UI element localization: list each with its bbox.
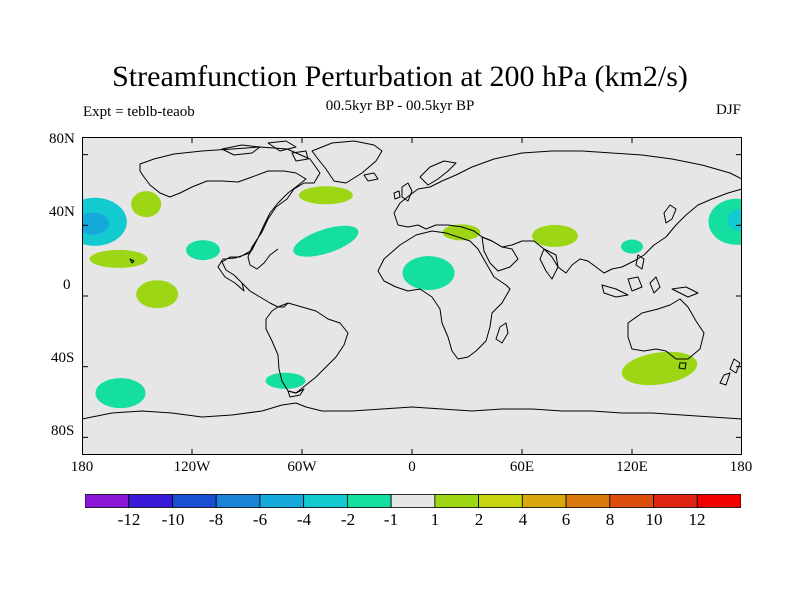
colorbar-label-10: 10 [645, 510, 663, 529]
north-america-coast [139, 146, 321, 292]
lon-tick-120e: 120E [616, 459, 648, 475]
colorbar-box [478, 494, 523, 508]
anomaly-north-pacific-east-low [708, 198, 742, 245]
india-coast [539, 248, 559, 280]
colorbar-label-1: 1 [430, 510, 440, 529]
colorbar-label-8: 8 [605, 510, 615, 529]
lat-tick-40n: 40N [49, 204, 75, 220]
lon-tick-180e: 180 [729, 459, 753, 475]
tierra-del-fuego [287, 388, 305, 398]
anomaly-north-atlantic-high [298, 186, 353, 205]
madagascar [495, 322, 509, 344]
colorbar-label-12: 12 [688, 510, 706, 529]
colorbar-box [653, 494, 698, 508]
greenland-coast [311, 140, 383, 184]
colorbar-box [609, 494, 654, 508]
lat-tick-0: 0 [63, 277, 71, 293]
coastlines [82, 140, 742, 420]
colorbar-label-minus2: -2 [340, 510, 356, 529]
hawaii [129, 258, 135, 264]
lon-tick-60w: 60W [287, 459, 317, 475]
lon-tick-0: 0 [408, 459, 416, 475]
colorbar-box [434, 494, 480, 508]
colorbar-label-minus4: -4 [296, 510, 312, 529]
anomaly-west-africa-low [402, 256, 455, 291]
figure-title: Streamfunction Perturbation at 200 hPa (… [112, 60, 688, 93]
australia-coast [627, 298, 705, 360]
lat-tick-40s: 40S [51, 350, 75, 366]
anomaly-mediterranean-high [442, 224, 481, 241]
lon-tick-120w: 120W [173, 459, 211, 475]
season-label: DJF [715, 102, 741, 118]
tasmania [678, 362, 687, 370]
iceland [363, 172, 379, 182]
colorbar-box [215, 494, 261, 508]
anomaly-south-of-australia-high [621, 351, 698, 386]
british-isles [393, 182, 413, 202]
anomaly-central-asia-high [532, 224, 578, 247]
anomaly-layer [82, 186, 742, 409]
colorbar-label-minus12: -12 [117, 510, 141, 529]
lat-tick-80n: 80N [49, 131, 75, 147]
anomaly-north-pacific-high [131, 191, 162, 218]
world-map [82, 137, 742, 455]
anomaly-southern-ocean-pacific-low [95, 378, 146, 409]
colorbar-box [521, 494, 567, 508]
colorbar-label-minus8: -8 [208, 510, 224, 529]
lat-tick-80s: 80S [51, 423, 75, 439]
anomaly-mexico-low [186, 240, 220, 261]
colorbar-box [172, 494, 217, 508]
anomaly-east-china-low [621, 239, 643, 254]
colorbar-box [565, 494, 611, 508]
colorbar-label-6: 6 [561, 510, 571, 529]
colorbar-box [128, 494, 173, 508]
colorbar-box [259, 494, 305, 508]
colorbar-box [346, 494, 392, 508]
colorbar-box [696, 494, 741, 508]
colorbar-label-minus10: -10 [161, 510, 185, 529]
anomaly-north-pacific-west-core [82, 212, 109, 235]
colorbar [85, 494, 741, 508]
gulf-coast [247, 237, 279, 270]
lon-tick-60e: 60E [509, 459, 535, 475]
africa-coast [377, 230, 511, 360]
colorbar-label-minus6: -6 [252, 510, 268, 529]
canadian-islands [221, 140, 309, 162]
colorbar-label-4: 4 [518, 510, 528, 529]
anomaly-equatorial-pacific-high [136, 280, 179, 309]
south-america-coast [265, 302, 349, 394]
experiment-label: Expt = teblb-teaob [83, 104, 195, 120]
arabian-peninsula [481, 236, 519, 272]
scandinavia [419, 160, 457, 186]
antarctica-coast [82, 402, 742, 420]
new-zealand [719, 358, 741, 386]
colorbar-box [85, 494, 130, 508]
lon-tick-180w: 180 [70, 459, 94, 475]
colorbar-label-minus1: -1 [383, 510, 399, 529]
maritime-continent [601, 254, 699, 298]
central-america-coast [241, 282, 289, 308]
period-label: 00.5kyr BP - 00.5kyr BP [325, 98, 475, 114]
colorbar-box [390, 494, 436, 508]
japan [663, 204, 677, 224]
anomaly-central-atlantic-low [293, 225, 359, 257]
anomaly-patagonia-low [265, 372, 306, 389]
colorbar-box [303, 494, 348, 508]
anomaly-subtropical-pacific-high [89, 249, 148, 268]
colorbar-label-2: 2 [474, 510, 484, 529]
